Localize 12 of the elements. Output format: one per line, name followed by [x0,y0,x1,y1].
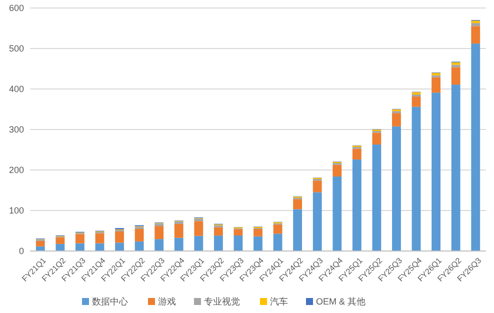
legend-label: 游戏 [158,296,176,307]
y-tick-label: 600 [8,3,24,14]
legend-label: 汽车 [270,296,288,307]
legend-label: 数据中心 [92,296,128,307]
y-tick-label: 400 [8,84,24,94]
legend-label: 专业视觉 [204,296,240,307]
y-tick-label: 200 [8,165,24,176]
legend-label: OEM & 其他 [316,296,366,307]
y-tick-label: 300 [8,124,24,135]
y-tick-label: 500 [8,44,24,54]
y-tick-label: 100 [8,206,24,216]
y-tick-label: 0 [18,246,24,256]
